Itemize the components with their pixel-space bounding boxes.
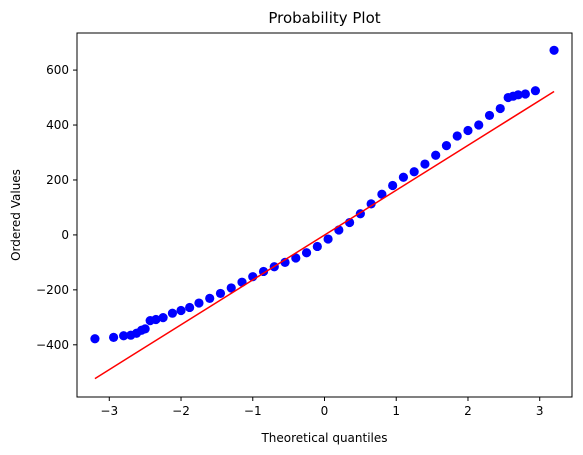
plot-area xyxy=(76,32,573,398)
x-axis-title: Theoretical quantiles xyxy=(260,431,387,445)
data-point xyxy=(205,293,215,303)
data-point xyxy=(108,332,119,342)
y-axis-ticks: −400 −200 0 200 400 600 xyxy=(36,63,77,352)
data-point xyxy=(441,141,452,151)
data-point xyxy=(176,305,186,316)
data-point xyxy=(549,45,559,55)
y-axis-title: Ordered Values xyxy=(9,169,23,261)
data-point xyxy=(463,125,473,136)
y-tick-label: 600 xyxy=(46,63,69,77)
fit-line xyxy=(94,90,555,380)
data-point xyxy=(409,167,419,177)
data-point xyxy=(312,241,322,252)
x-tick-label: −1 xyxy=(244,404,262,418)
data-point xyxy=(520,89,530,99)
data-point xyxy=(474,120,484,130)
data-point xyxy=(495,103,505,114)
data-point xyxy=(119,331,129,341)
y-tick-label: −200 xyxy=(36,283,69,297)
x-tick-label: 3 xyxy=(536,404,544,418)
x-tick-label: −3 xyxy=(100,404,118,418)
data-point xyxy=(185,302,195,313)
data-point xyxy=(167,308,178,318)
y-tick-label: 0 xyxy=(61,228,69,242)
data-point xyxy=(530,86,541,96)
x-tick-label: 2 xyxy=(464,404,472,418)
data-point xyxy=(452,131,462,141)
data-point xyxy=(388,180,398,191)
data-point xyxy=(194,298,204,308)
data-point xyxy=(215,288,226,299)
data-point xyxy=(366,199,376,209)
data-point xyxy=(280,257,290,267)
data-layer xyxy=(90,45,559,380)
x-axis-ticks: −3 −2 −1 0 1 2 3 xyxy=(100,397,544,418)
data-point xyxy=(484,110,495,121)
data-point xyxy=(301,248,312,258)
data-point xyxy=(431,150,441,160)
data-point xyxy=(398,172,409,182)
x-tick-label: 1 xyxy=(392,404,400,418)
data-point xyxy=(226,283,236,293)
data-point xyxy=(291,253,301,263)
data-point xyxy=(151,314,161,325)
data-point xyxy=(323,234,333,244)
x-tick-label: 0 xyxy=(321,404,329,418)
y-tick-label: −400 xyxy=(36,338,69,352)
y-tick-label: 200 xyxy=(46,173,69,187)
x-tick-label: −2 xyxy=(172,404,190,418)
chart-title: Probability Plot xyxy=(268,9,380,27)
plot-background xyxy=(77,33,572,397)
data-point xyxy=(377,189,387,199)
y-tick-label: 400 xyxy=(46,118,69,132)
data-point xyxy=(140,324,150,334)
data-point xyxy=(158,313,168,323)
data-point xyxy=(420,159,430,169)
data-point xyxy=(513,90,523,100)
data-point xyxy=(90,334,100,344)
